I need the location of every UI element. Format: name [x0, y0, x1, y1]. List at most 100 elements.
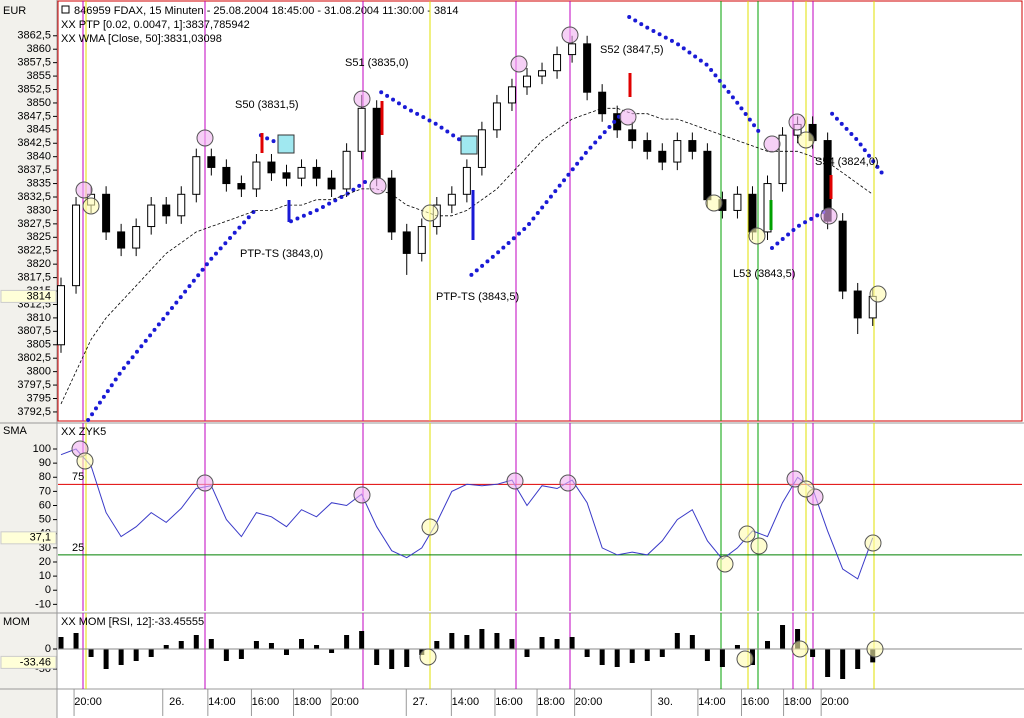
y-tick-label: 3792,5	[17, 406, 51, 418]
candle-body	[372, 107, 381, 179]
bar	[434, 641, 440, 649]
signal-box	[460, 135, 478, 155]
bar	[464, 635, 470, 649]
legend-entry: XX PTP [0.02, 0.0047, 1]:3837,785942	[61, 19, 250, 31]
x-tick-label: 16:00	[252, 696, 280, 708]
y-tick-label: 80	[39, 471, 51, 483]
y-tick-label: 100	[33, 443, 51, 455]
bar	[88, 649, 94, 657]
y-tick-label: 3860	[27, 43, 51, 55]
y-tick-label: 30	[39, 542, 51, 554]
candle-body	[748, 193, 757, 233]
candle-body	[357, 107, 366, 152]
candle-body	[267, 161, 276, 174]
candle-body	[192, 156, 201, 195]
x-tick-label: 14:00	[698, 696, 726, 708]
candle-body	[778, 134, 787, 185]
candle-body	[312, 166, 321, 179]
bar	[58, 637, 64, 649]
current-value-box	[0, 655, 57, 669]
y-tick-label: 3840	[27, 151, 51, 163]
legend-entry: XX ZYK5	[61, 426, 106, 438]
series-line	[86, 15, 884, 422]
y-tick-label: 3797,5	[17, 379, 51, 391]
bar	[840, 649, 846, 679]
x-tick-label: 26.	[169, 696, 184, 708]
legend-entry: XX WMA [Close, 50]:3831,03098	[61, 33, 222, 45]
x-tick-label: 16:00	[495, 696, 523, 708]
y-tick-label: 20	[39, 556, 51, 568]
bar	[599, 649, 605, 665]
candle-body	[237, 183, 246, 190]
signal-marker	[421, 204, 439, 222]
y-tick-label: 3862,5	[17, 30, 51, 42]
bar	[148, 649, 154, 657]
y-tick-label: 0	[45, 643, 51, 655]
candle-body	[598, 91, 607, 115]
bar	[253, 641, 259, 649]
annotation: S50 (3831,5)	[235, 99, 299, 111]
candle-body	[327, 177, 336, 190]
candle-body	[688, 140, 697, 152]
signal-marker	[820, 207, 838, 225]
candle-body	[643, 140, 652, 152]
candle-body	[282, 172, 291, 179]
reference-label: 25	[72, 542, 84, 554]
icon	[61, 5, 70, 14]
candle-body	[492, 102, 501, 131]
chart-title: 846959 FDAX, 15 Minuten - 25.08.2004 18:…	[74, 5, 458, 17]
bar	[855, 649, 861, 669]
y-tick-label: 3810	[27, 312, 51, 324]
y-tick-label: 3847,5	[17, 110, 51, 122]
signal-marker	[353, 486, 371, 504]
bar	[734, 645, 740, 649]
y-tick-label: 3832,5	[17, 191, 51, 203]
candle-body	[853, 290, 862, 319]
bar	[103, 649, 109, 669]
current-value-box	[0, 531, 57, 545]
candle-body	[733, 193, 742, 211]
x-tick-label: 18:00	[537, 696, 565, 708]
y-tick-label: 3850	[27, 97, 51, 109]
bar	[223, 649, 229, 661]
bar	[524, 649, 530, 657]
current-value: 37,1	[30, 532, 51, 544]
signal-marker	[196, 129, 214, 147]
bar	[614, 649, 620, 667]
bar	[539, 637, 545, 649]
x-tick-label: 18:00	[784, 696, 812, 708]
annotation: PTP-TS (3843,0)	[240, 248, 323, 260]
y-tick-label: 10	[39, 570, 51, 582]
y-tick-label: 3807,5	[17, 325, 51, 337]
y-tick-label: 3830	[27, 204, 51, 216]
panel-label: SMA	[3, 425, 28, 437]
x-tick-label: 20:00	[821, 696, 849, 708]
signal-marker	[561, 26, 579, 44]
candle-body	[177, 193, 186, 217]
signal-marker	[353, 90, 371, 108]
x-tick-label: 30.	[658, 696, 673, 708]
price-panel	[57, 0, 1023, 422]
bar	[374, 649, 380, 665]
y-tick-label: 3795	[27, 392, 51, 404]
candle-body	[147, 204, 156, 228]
y-tick-label: 3852,5	[17, 83, 51, 95]
bar	[719, 649, 725, 667]
y-tick-label: 3842,5	[17, 137, 51, 149]
candle-body	[477, 129, 486, 168]
signal-marker	[786, 470, 804, 488]
axis-column	[0, 0, 57, 718]
reference-label: 75	[72, 471, 84, 483]
candle-body	[538, 70, 547, 77]
bar	[299, 639, 305, 649]
x-tick-label: 14:00	[208, 696, 236, 708]
series-line	[60, 448, 874, 580]
signal-marker	[559, 474, 577, 492]
x-tick-label: 27.	[413, 696, 428, 708]
bar	[344, 635, 350, 649]
candle-body	[387, 177, 396, 233]
signal-marker	[788, 113, 806, 131]
bar	[359, 631, 365, 649]
bar	[133, 649, 139, 661]
bar	[584, 649, 590, 657]
